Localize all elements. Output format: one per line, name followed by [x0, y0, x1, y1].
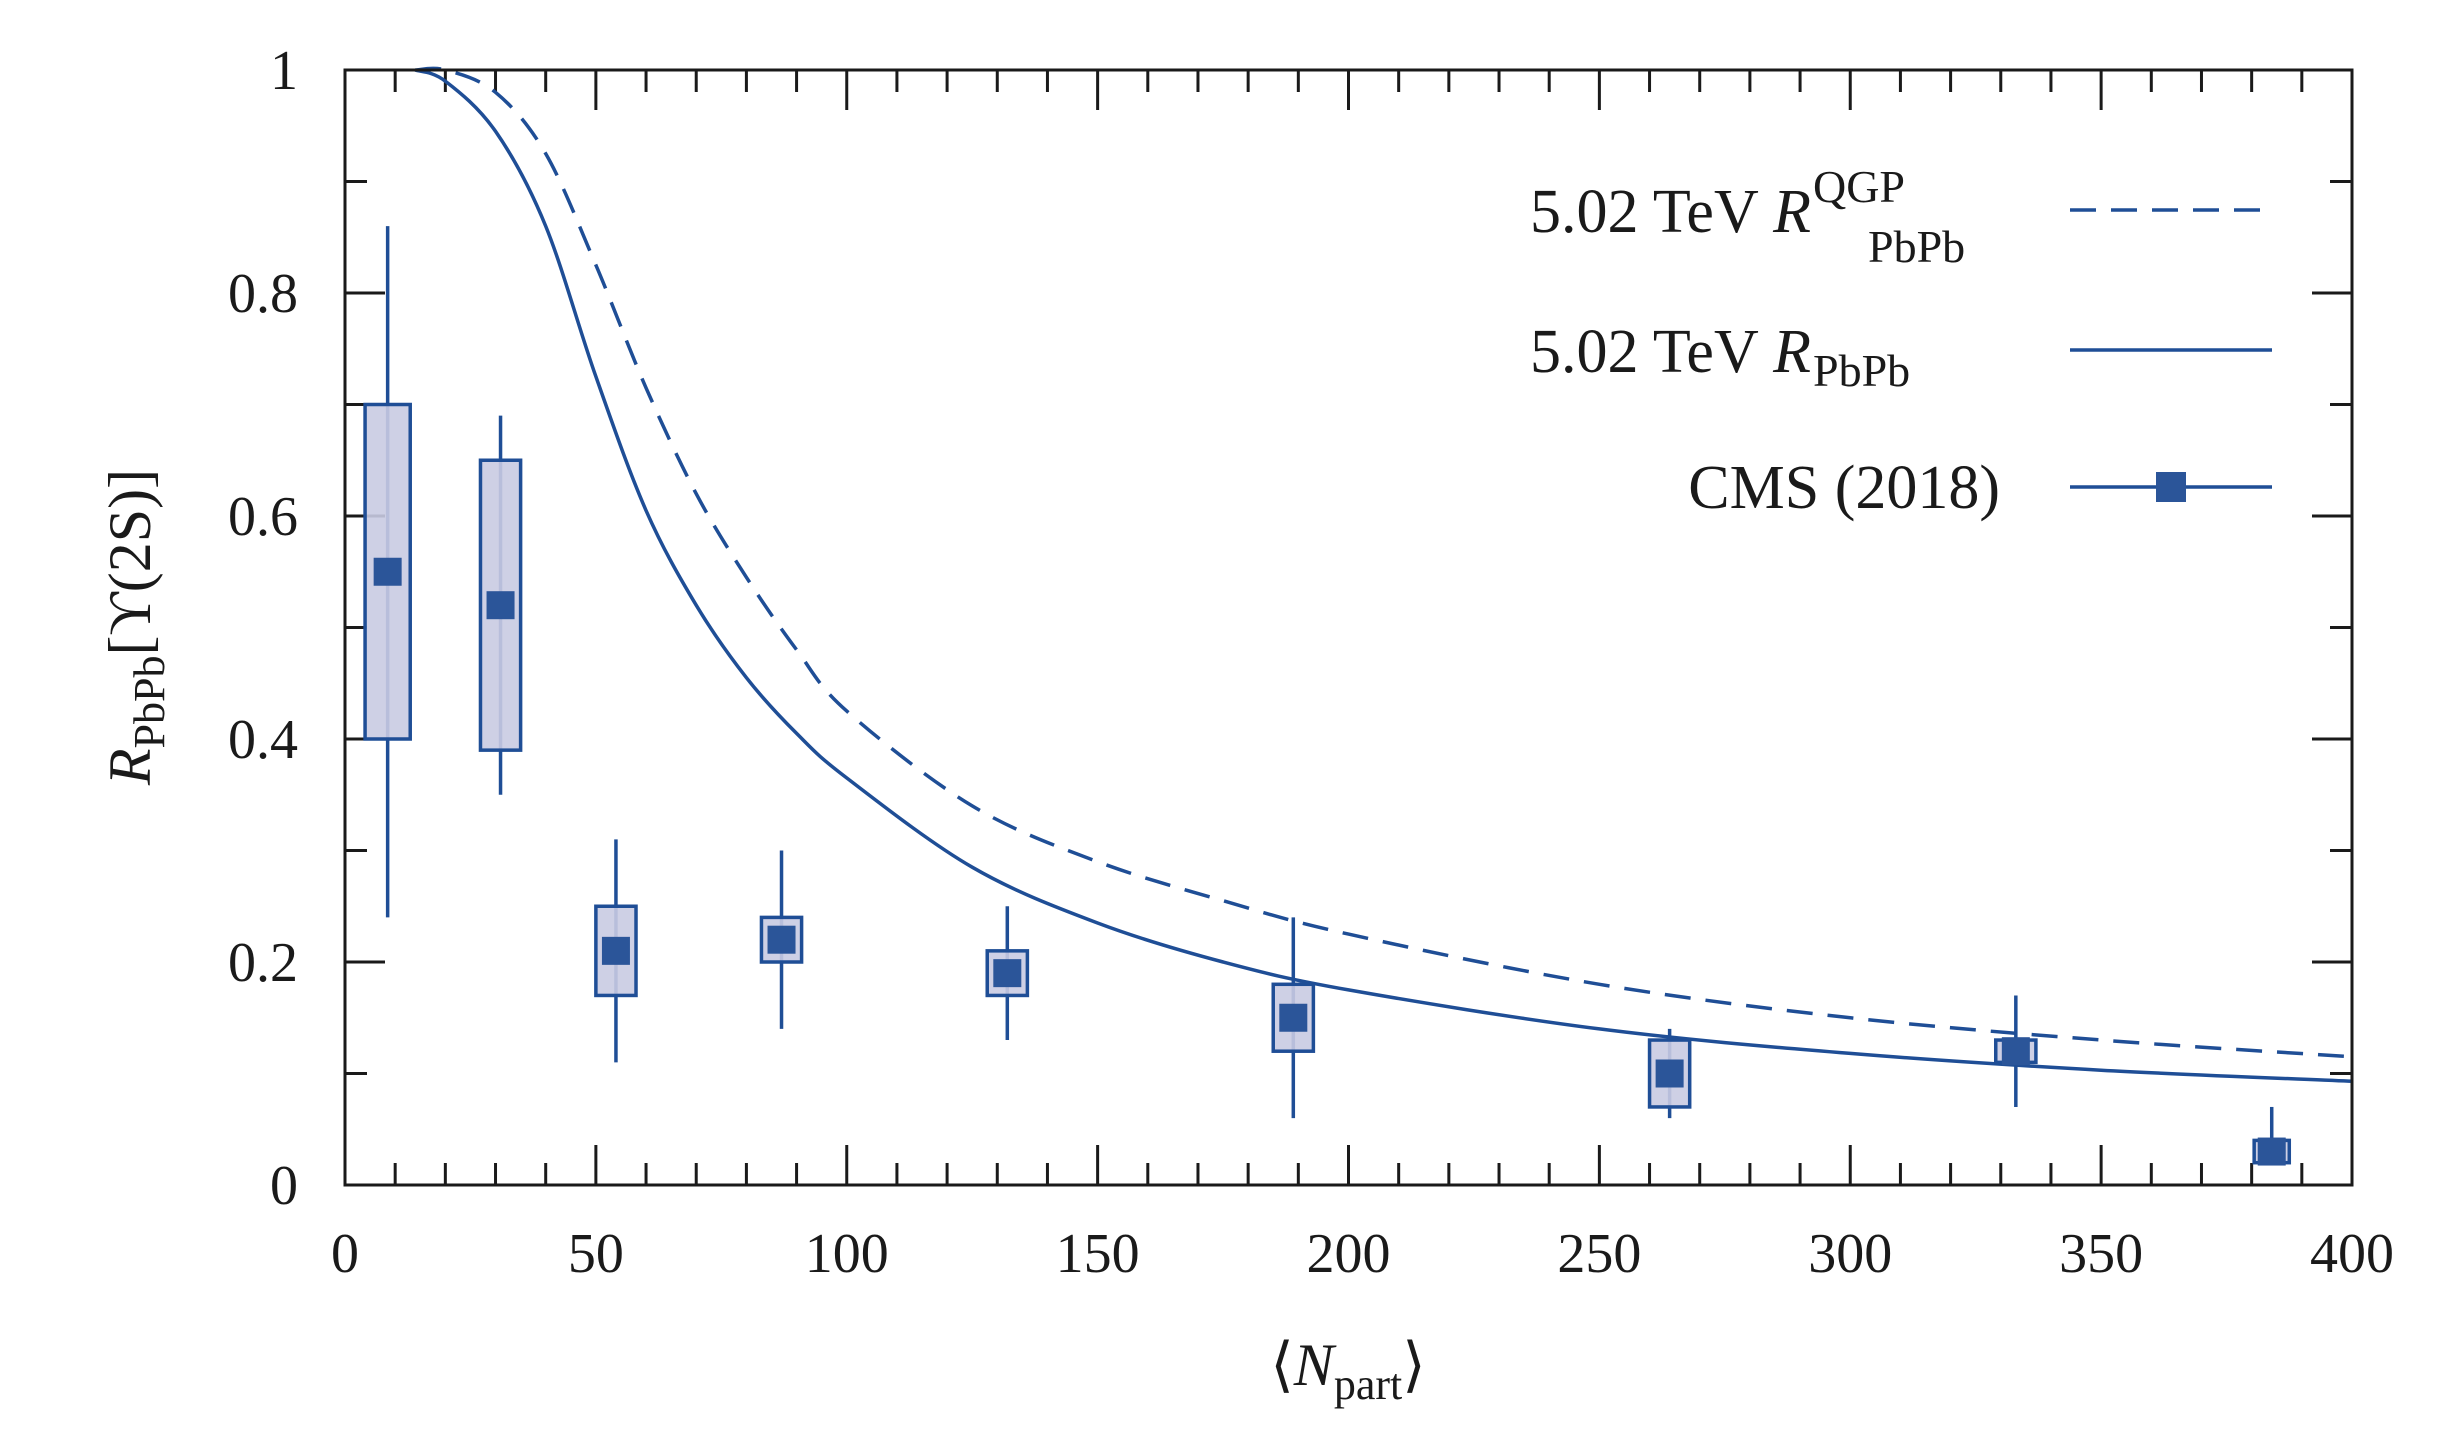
y-tick-label: 0.6	[228, 486, 298, 548]
cms-point	[985, 906, 1030, 1041]
x-axis-title: ⟨Npart⟩	[1270, 1332, 1425, 1409]
data-marker	[1655, 1059, 1684, 1088]
plot-frame	[343, 68, 2354, 1187]
legend-label-qgp-sub: PbPb	[1868, 221, 1965, 272]
x-tick-label: 350	[2059, 1223, 2143, 1285]
data-marker	[373, 557, 402, 586]
x-tick-label: 150	[1056, 1223, 1140, 1285]
x-tick-label: 100	[805, 1223, 889, 1285]
cms-point	[363, 226, 412, 918]
data-marker	[1279, 1003, 1308, 1032]
data-marker	[486, 591, 515, 620]
cms-point	[478, 415, 523, 795]
y-tick-label: 0.2	[228, 932, 298, 994]
data-marker	[2257, 1137, 2286, 1166]
y-tick-label: 0.4	[228, 709, 298, 771]
x-tick-label: 200	[1307, 1223, 1391, 1285]
rpbpb-curve-solid	[414, 68, 2353, 1084]
cms-point	[2252, 1106, 2292, 1166]
legend-label-rpbpb: 5.02 TeV RPbPb	[1530, 318, 1910, 396]
y-tick-label: 0.8	[228, 263, 298, 325]
x-tick-label: 250	[1557, 1223, 1641, 1285]
data-marker	[2001, 1037, 2030, 1066]
y-tick-label: 1	[270, 40, 298, 102]
x-tick-labels: 0 50 100 150 200 250 300 350 400	[331, 1223, 2394, 1285]
legend-label-cms: CMS (2018)	[1688, 454, 2000, 522]
cms-point	[1271, 917, 1316, 1119]
x-tick-label: 400	[2310, 1223, 2394, 1285]
data-marker	[601, 936, 630, 965]
cms-point	[594, 839, 638, 1063]
model-curves	[414, 66, 2353, 1084]
y-axis-title: RPbPb[ϒ(2S)]	[97, 469, 174, 786]
legend: 5.02 TeV RQGP PbPb 5.02 TeV RPbPb CMS (2…	[1530, 161, 2272, 522]
tick-marks	[343, 68, 2354, 1187]
cms-point	[1994, 995, 2038, 1107]
x-tick-label: 50	[568, 1223, 624, 1285]
y-tick-labels: 0 0.2 0.4 0.6 0.8 1	[228, 40, 298, 1217]
qgp-curve-dashed	[415, 66, 2353, 1059]
data-marker	[767, 925, 796, 954]
cms-point	[1647, 1028, 1692, 1119]
legend-label-qgp: 5.02 TeV RQGP	[1530, 161, 1905, 246]
cms-data-points	[363, 226, 2292, 1166]
x-tick-label: 300	[1808, 1223, 1892, 1285]
y-tick-label: 0	[270, 1155, 298, 1217]
cms-point	[759, 850, 804, 1029]
data-marker	[993, 959, 1022, 988]
x-tick-label: 0	[331, 1223, 359, 1285]
legend-sample-marker	[2156, 472, 2186, 502]
